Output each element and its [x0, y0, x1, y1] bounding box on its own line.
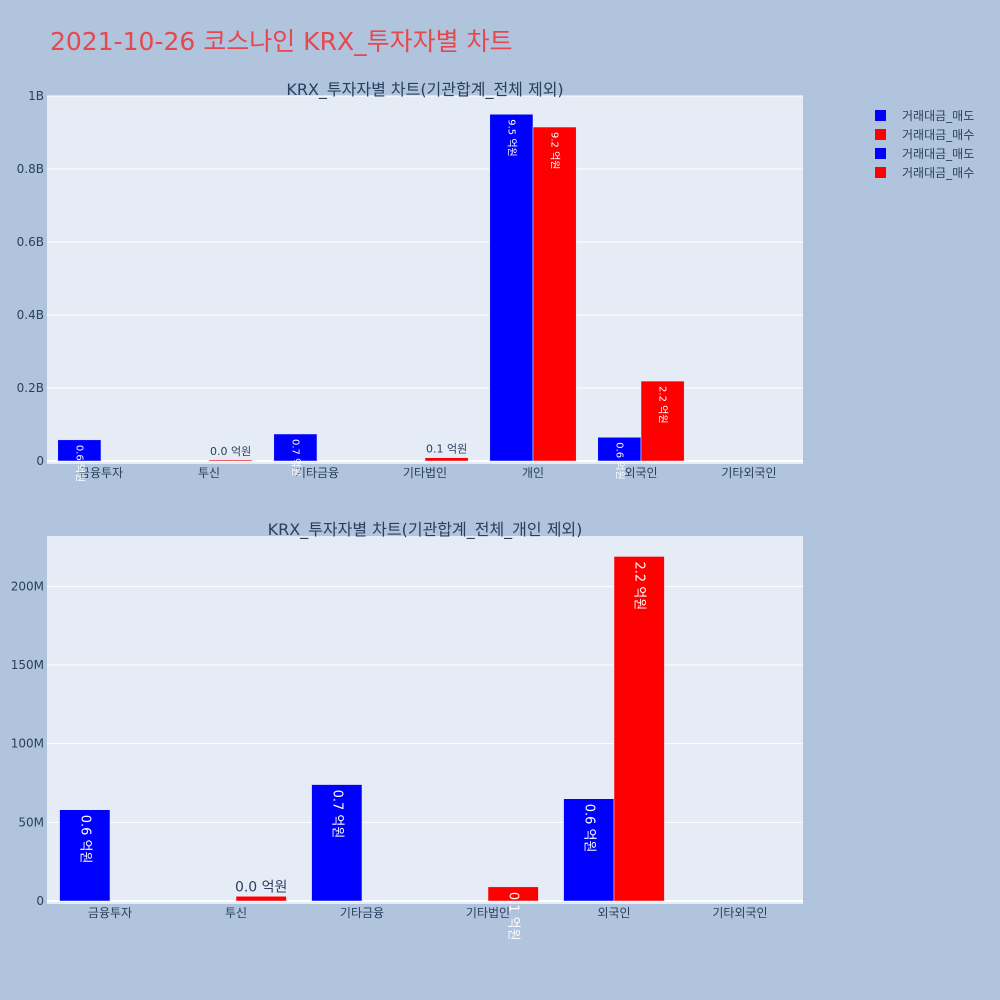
chart-title: KRX_투자자별 차트(기관합계_전체 제외) [286, 80, 563, 100]
data-label: 0.7 억원 [329, 790, 344, 839]
x-tick-label: 기타외국인 [721, 466, 776, 480]
y-tick-label: 0.4B [17, 308, 44, 322]
y-tick-label: 0.8B [17, 162, 44, 176]
legend-swatch-buy [875, 129, 886, 140]
x-tick-label: 개인 [522, 466, 544, 480]
bar-buy[interactable] [424, 457, 469, 462]
data-label: 0.0 억원 [235, 879, 287, 895]
data-label: 0.6 억원 [613, 442, 625, 479]
data-label: 0.6 억원 [77, 815, 92, 864]
bar-buy[interactable] [640, 380, 685, 462]
legend[interactable]: 거래대금_매도 거래대금_매수 거래대금_매도 거래대금_매수 [875, 106, 974, 182]
y-tick-label: 150M [11, 658, 44, 672]
x-tick-label: 금융투자 [79, 466, 123, 480]
legend-swatch-sell [875, 148, 886, 159]
legend-swatch-buy [875, 167, 886, 178]
data-label: 0.6 억원 [581, 804, 596, 853]
x-tick-label: 투신 [198, 466, 220, 480]
bar-sell[interactable] [563, 798, 615, 902]
legend-label: 거래대금_매수 [902, 128, 975, 142]
plot-area [47, 536, 803, 904]
x-tick-label: 기타법인 [466, 906, 510, 920]
data-label: 0.0 억원 [210, 445, 251, 458]
y-tick-label: 1B [28, 89, 44, 103]
y-tick-label: 0.2B [17, 381, 44, 395]
x-tick-label: 외국인 [597, 906, 630, 920]
data-label: 2.2 억원 [632, 561, 647, 610]
bar-sell[interactable] [59, 809, 111, 902]
bar-buy[interactable] [613, 556, 665, 902]
y-tick-label: 50M [18, 815, 44, 829]
data-label: 0.7 억원 [289, 439, 301, 476]
chart-title: KRX_투자자별 차트(기관합계_전체_개인 제외) [268, 520, 583, 540]
legend-label: 거래대금_매도 [902, 109, 975, 123]
page-title: 2021-10-26 코스나인 KRX_투자자별 차트 [50, 27, 513, 56]
legend-item-buy[interactable]: 거래대금_매수 [875, 163, 974, 182]
legend-item-sell[interactable]: 거래대금_매도 [875, 144, 974, 163]
plot-area [47, 96, 803, 464]
legend-label: 거래대금_매도 [902, 147, 975, 161]
y-tick-label: 0 [36, 454, 44, 468]
data-label: 9.2 억원 [549, 132, 561, 169]
data-label: 0.1 억원 [426, 443, 467, 456]
x-tick-label: 투신 [225, 906, 247, 920]
bar-buy[interactable] [532, 126, 577, 462]
bar-buy[interactable] [208, 459, 253, 462]
bar-sell[interactable] [489, 114, 534, 462]
bar-buy[interactable] [235, 896, 287, 902]
y-tick-label: 0 [36, 894, 44, 908]
bar-buy[interactable] [487, 886, 539, 902]
x-tick-label: 기타금융 [295, 466, 339, 480]
y-tick-label: 200M [11, 579, 44, 593]
data-label: 0.1 억원 [506, 892, 521, 941]
legend-item-sell[interactable]: 거래대금_매도 [875, 106, 974, 125]
bar-sell[interactable] [273, 433, 318, 462]
x-tick-label: 기타외국인 [712, 906, 767, 920]
y-tick-label: 100M [11, 737, 44, 751]
bar-sell[interactable] [311, 784, 363, 902]
legend-item-buy[interactable]: 거래대금_매수 [875, 125, 974, 144]
y-tick-label: 0.6B [17, 235, 44, 249]
x-tick-label: 금융투자 [88, 906, 132, 920]
x-tick-label: 외국인 [624, 466, 657, 480]
data-label: 2.2 억원 [657, 386, 669, 423]
x-tick-label: 기타법인 [403, 466, 447, 480]
bar-sell[interactable] [57, 439, 102, 462]
data-label: 0.6 억원 [73, 445, 85, 482]
x-tick-label: 기타금융 [340, 906, 384, 920]
legend-swatch-sell [875, 110, 886, 121]
data-label: 9.5 억원 [505, 119, 517, 156]
legend-label: 거래대금_매수 [902, 166, 975, 180]
